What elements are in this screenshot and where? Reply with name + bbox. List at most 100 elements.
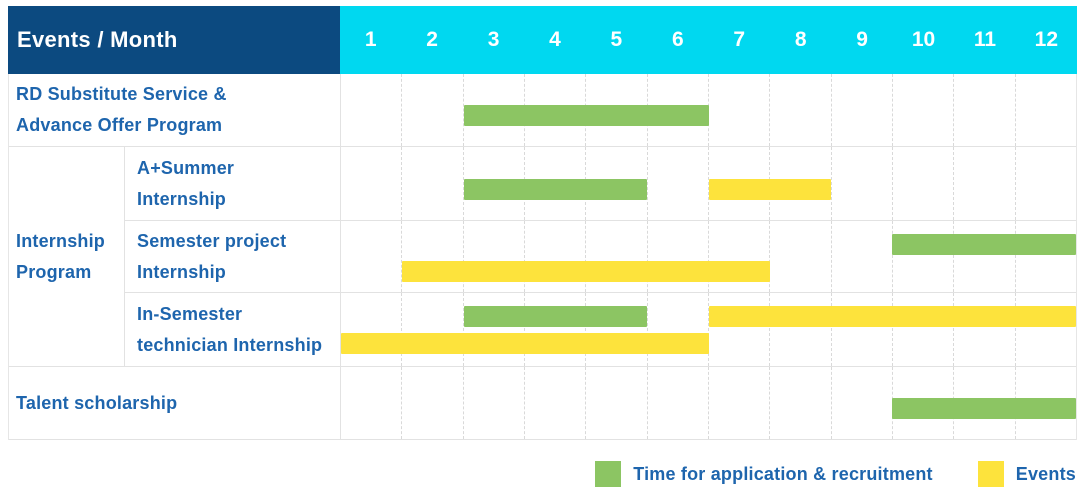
row-label-semester-project-internship: Semester project Internship xyxy=(125,221,341,293)
row-group-label-internship-program: Internship Program xyxy=(9,147,125,367)
label-line: technician Internship xyxy=(137,334,323,355)
gridline-column xyxy=(341,74,401,146)
gridline-column xyxy=(462,74,524,146)
chart-row-rd-substitute-service-advance-offer-program xyxy=(341,74,1076,147)
gridline-column xyxy=(769,74,830,146)
gridline-column xyxy=(707,74,769,146)
gridline-column xyxy=(830,147,892,220)
gridline-column xyxy=(953,221,1014,292)
gridline-column xyxy=(341,293,401,366)
application-recruitment-bar xyxy=(892,234,1076,255)
gridline-column xyxy=(1014,74,1076,146)
application-swatch-icon xyxy=(595,461,622,487)
gridline-column xyxy=(830,74,892,146)
month-label-5: 5 xyxy=(610,28,623,51)
application-recruitment-bar xyxy=(892,398,1076,419)
gantt-table: Events / Month 1 2 3 4 5 6 7 8 9 10 11 12 RD Substi… xyxy=(8,6,1077,440)
events-month-header-label: Events / Month xyxy=(17,27,178,52)
chart-row-talent-scholarship xyxy=(341,367,1076,440)
gridline-column xyxy=(462,221,524,292)
month-label-7: 7 xyxy=(733,28,746,51)
gridline-column xyxy=(585,367,646,439)
chart-row-a-plus-summer-internship xyxy=(341,147,1076,221)
gridline-column xyxy=(707,147,769,220)
table-header-row: Events / Month 1 2 3 4 5 6 7 8 9 10 11 12 xyxy=(8,6,1077,74)
gridline-column xyxy=(707,221,769,292)
gridline-column xyxy=(646,147,708,220)
row-label-in-semester-technician-internship: In-Semester technician Internship xyxy=(125,293,341,367)
gridline-column xyxy=(830,293,892,366)
gridline-column xyxy=(830,221,892,292)
month-gridlines xyxy=(341,221,1076,292)
gridline-column xyxy=(707,367,769,439)
gridline-column xyxy=(769,293,830,366)
gridline-column xyxy=(1014,221,1076,292)
chart-row-semester-project-internship xyxy=(341,221,1076,293)
month-label-12: 12 xyxy=(1034,28,1059,51)
label-line: Internship xyxy=(137,261,227,282)
month-label-3: 3 xyxy=(487,28,500,51)
events-month-header-cell: Events / Month xyxy=(8,6,340,74)
gridline-column xyxy=(891,74,953,146)
events-bar xyxy=(708,178,831,200)
gridline-column xyxy=(462,147,524,220)
label-line: RD Substitute Service & xyxy=(16,84,227,104)
gridline-column xyxy=(585,221,646,292)
month-gridlines xyxy=(341,293,1076,366)
month-header-cells: 1 2 3 4 5 6 7 8 9 10 11 12 xyxy=(340,6,1077,74)
gridline-column xyxy=(585,293,646,366)
month-label-11: 11 xyxy=(973,28,997,51)
application-recruitment-bar xyxy=(463,306,648,327)
table-body: RD Substitute Service & Advance Offer Pro… xyxy=(8,74,1077,440)
events-bar xyxy=(341,333,709,354)
legend-label: Events xyxy=(1015,463,1076,484)
month-label-2: 2 xyxy=(426,28,438,51)
row-label-rd-substitute-service-advance-offer-program: RD Substitute Service & Advance Offer Pro… xyxy=(9,74,341,147)
gridline-column xyxy=(341,221,401,292)
month-label-8: 8 xyxy=(794,28,807,51)
gridline-column xyxy=(646,293,708,366)
legend-item-application: Time for application & recruitment xyxy=(595,461,933,487)
chart-row-in-semester-technician-internship xyxy=(341,293,1076,367)
label-line: Internship xyxy=(16,230,106,251)
gridline-column xyxy=(769,367,830,439)
gridline-column xyxy=(462,293,524,366)
gridline-column xyxy=(523,367,585,439)
gridline-column xyxy=(523,221,585,292)
gridline-column xyxy=(707,293,769,366)
legend-label: Time for application & recruitment xyxy=(633,463,933,484)
month-label-10: 10 xyxy=(911,28,936,51)
application-recruitment-bar xyxy=(463,105,709,126)
gridline-column xyxy=(1014,293,1076,366)
gridline-column xyxy=(953,74,1014,146)
label-line: Internship xyxy=(137,188,227,209)
gridline-column xyxy=(341,147,401,220)
gridline-column xyxy=(953,147,1014,220)
month-label-6: 6 xyxy=(671,28,684,51)
gridline-column xyxy=(462,367,524,439)
legend: Time for application & recruitment Events xyxy=(595,458,1076,490)
events-swatch-icon xyxy=(977,461,1004,487)
label-line: Semester project xyxy=(137,230,287,251)
gridline-column xyxy=(401,221,462,292)
events-bar xyxy=(402,261,770,282)
row-label-talent-scholarship: Talent scholarship xyxy=(9,367,341,440)
gridline-column xyxy=(891,221,953,292)
month-label-9: 9 xyxy=(856,28,868,51)
gridline-column xyxy=(341,367,401,439)
gridline-column xyxy=(830,367,892,439)
row-label-a-plus-summer-internship: A+Summer Internship xyxy=(125,147,341,221)
application-recruitment-bar xyxy=(463,178,648,200)
gridline-column xyxy=(401,74,462,146)
month-label-1: 1 xyxy=(364,28,377,51)
gridline-column xyxy=(401,147,462,220)
label-line: A+Summer xyxy=(137,157,235,178)
gridline-column xyxy=(769,221,830,292)
gridline-column xyxy=(891,293,953,366)
label-line: Advance Offer Program xyxy=(16,115,223,135)
month-label-4: 4 xyxy=(549,28,561,51)
month-gridlines xyxy=(341,74,1076,146)
gridline-column xyxy=(646,221,708,292)
gridline-column xyxy=(953,293,1014,366)
